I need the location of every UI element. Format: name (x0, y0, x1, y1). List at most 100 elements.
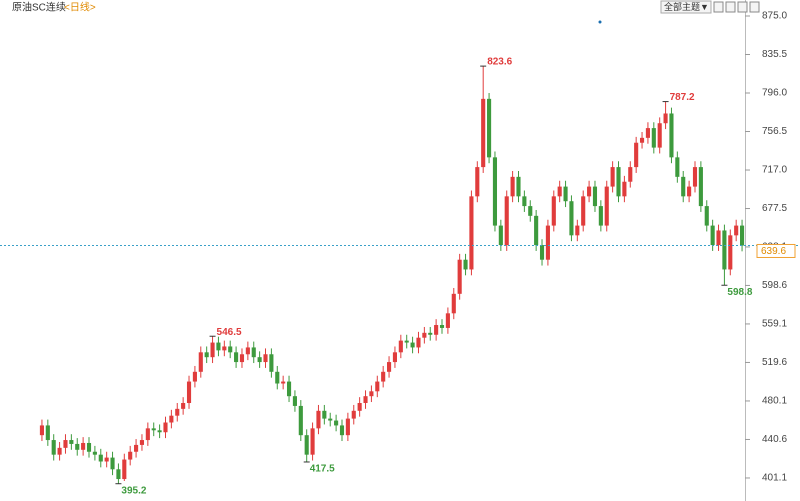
tool-button[interactable] (713, 1, 724, 13)
candle-body (139, 440, 145, 445)
candle-body (157, 430, 162, 433)
candle-body (351, 410, 356, 419)
candle-body (216, 342, 221, 351)
candle-body (710, 225, 715, 246)
candle-body (551, 196, 556, 226)
candle-body (557, 186, 562, 197)
candle-body (81, 442, 86, 450)
candle-body (263, 354, 268, 363)
candle-body (534, 215, 539, 246)
y-tick-label: 401.1 (762, 473, 787, 484)
candle-body (304, 435, 309, 455)
tool-button[interactable] (725, 1, 736, 13)
candle-body (575, 225, 580, 236)
y-tick-label: 519.6 (762, 357, 787, 368)
candle-body (422, 332, 427, 338)
y-tick-label: 875.0 (762, 11, 787, 22)
tool-button[interactable] (737, 1, 748, 13)
candle-body (563, 186, 568, 202)
candle-body (545, 225, 550, 260)
candle-body (151, 428, 156, 431)
marker-dot (598, 20, 602, 24)
candle-body (116, 469, 121, 480)
tool-button[interactable] (749, 1, 760, 13)
candle-body (504, 196, 509, 246)
candle-body (92, 451, 97, 455)
candle-body (51, 440, 56, 455)
candle-body (175, 408, 180, 416)
candle-body (386, 362, 392, 372)
candle-body (369, 391, 374, 397)
candle-body (675, 157, 680, 177)
candle-body (734, 225, 739, 236)
candle-body (416, 337, 421, 348)
last-price-label: 639.6 (761, 246, 786, 257)
candle-body (428, 332, 433, 335)
candle-body (434, 325, 439, 335)
candle-body (716, 230, 721, 246)
candle-body (439, 325, 445, 328)
candle-body (86, 442, 92, 452)
candle-body (404, 340, 409, 343)
candle-body (481, 98, 486, 168)
candle-body (334, 420, 339, 426)
period-label[interactable]: <日线> (64, 1, 96, 14)
candle-body (98, 454, 103, 462)
candle-body (316, 410, 321, 429)
candle-body (222, 346, 227, 351)
candle-body (739, 225, 745, 246)
candle-body (357, 403, 362, 411)
candle-body (469, 196, 474, 270)
high-label: 787.2 (670, 92, 695, 103)
candle-body (128, 451, 133, 460)
candle-body (687, 186, 692, 197)
high-label: 546.5 (217, 327, 242, 338)
low-label: 598.8 (727, 287, 752, 298)
candle-body (445, 313, 450, 328)
y-tick-label: 717.0 (762, 165, 787, 176)
theme-button[interactable] (660, 0, 712, 14)
candle-body (651, 128, 656, 148)
candle-body (639, 137, 645, 143)
candle-body (39, 425, 45, 436)
candle-body (522, 196, 527, 207)
candle-body (163, 422, 168, 433)
candle-body (381, 371, 386, 382)
candle-body (375, 381, 380, 392)
candle-body (516, 176, 521, 197)
candle-body (634, 142, 639, 168)
candle-body (245, 347, 250, 355)
candle-body (604, 186, 609, 226)
theme-button-label[interactable]: 全部主题▼ (664, 1, 709, 12)
candle-body (257, 357, 262, 363)
y-tick-label: 440.6 (762, 434, 787, 445)
candle-body (657, 123, 662, 148)
y-tick-label: 835.5 (762, 49, 787, 60)
candle-body (510, 176, 515, 197)
candle-body (345, 418, 350, 436)
y-tick-label: 796.0 (762, 88, 787, 99)
y-tick-label: 756.5 (762, 126, 787, 137)
candle-body (722, 230, 727, 270)
candle-body (310, 428, 315, 455)
candle-body (69, 440, 74, 444)
candle-body (587, 186, 592, 197)
candle-body (339, 425, 345, 436)
candle-body (475, 167, 480, 197)
candle-body (269, 354, 274, 372)
candle-body (322, 410, 327, 419)
y-tick-label: 598.6 (762, 280, 787, 291)
candle-body (610, 167, 615, 187)
candle-body (487, 98, 492, 158)
candle-body (622, 181, 627, 197)
candle-body (457, 259, 462, 294)
candle-body (298, 405, 303, 436)
candle-body (251, 347, 256, 358)
candle-body (239, 354, 245, 363)
candle-body (581, 196, 586, 226)
candle-body (204, 352, 209, 358)
candle-body (57, 447, 62, 455)
y-tick-label: 677.5 (762, 203, 787, 214)
